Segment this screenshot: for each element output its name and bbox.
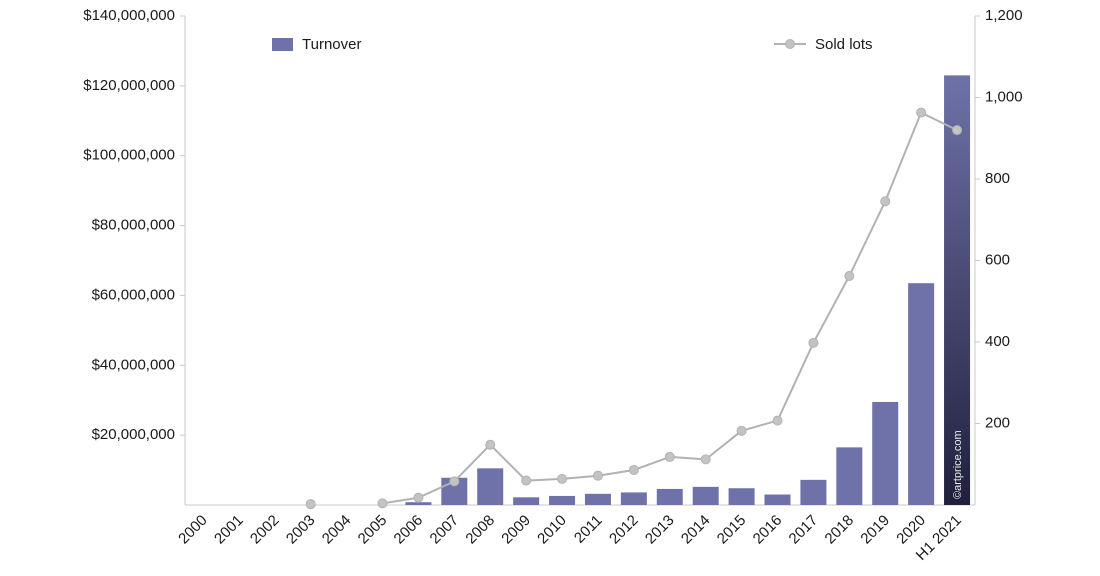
x-axis-category-label: 2017: [786, 512, 822, 548]
legend-item-sold-lots: Sold lots: [774, 35, 873, 53]
turnover-bar: [656, 488, 683, 505]
sold-lots-marker: [628, 464, 639, 475]
x-axis-category-label: 2007: [427, 512, 463, 548]
x-axis-category-label: 2001: [211, 512, 247, 548]
sold-lots-marker: [557, 473, 568, 484]
sold-lots-marker: [592, 470, 603, 481]
sold-lots-marker: [736, 425, 747, 436]
turnover-bar: [513, 497, 540, 505]
x-axis-category-label: 2014: [678, 512, 714, 548]
sold-lots-marker: [844, 270, 855, 281]
legend-item-turnover: Turnover: [272, 35, 361, 53]
turnover-bar: [944, 75, 971, 505]
sold-lots-line: [382, 111, 958, 505]
turnover-bar: [692, 486, 719, 505]
x-axis-category-label: 2018: [822, 512, 858, 548]
right-axis-tick-label: 1,000: [985, 88, 1023, 105]
sold-lots-marker: [664, 451, 675, 462]
sold-lots-marker: [449, 476, 460, 487]
right-axis-tick-label: 400: [985, 333, 1010, 350]
x-axis-category-label: 2004: [319, 512, 355, 548]
turnover-bar: [728, 488, 755, 505]
sold-lots-marker: [916, 107, 927, 118]
sold-lots-marker: [700, 454, 711, 465]
sold-lots-marker: [880, 196, 891, 207]
left-axis-tick-label: $100,000,000: [83, 147, 175, 164]
x-axis-category-label: 2009: [498, 512, 534, 548]
x-axis-category-label: 2010: [534, 512, 570, 548]
sold-lots-marker: [772, 415, 783, 426]
sold-lots-marker: [808, 337, 819, 348]
sold-lots-marker: [377, 498, 388, 509]
right-axis-tick-label: 1,200: [985, 7, 1023, 24]
sold-lots-marker: [413, 492, 424, 503]
turnover-bar: [872, 401, 899, 505]
turnover-bar: [620, 492, 647, 505]
left-axis-tick-label: $120,000,000: [83, 77, 175, 94]
x-axis-category-label: 2000: [175, 512, 211, 548]
left-axis-tick-label: $20,000,000: [92, 426, 175, 443]
x-axis-category-label: 2012: [606, 512, 642, 548]
turnover-bar: [477, 468, 504, 505]
turnover-bar: [908, 283, 935, 505]
left-axis-tick-label: $80,000,000: [92, 217, 175, 234]
x-axis-category-label: 2005: [355, 512, 391, 548]
turnover-swatch-icon: [272, 37, 293, 51]
right-axis-tick-label: 600: [985, 251, 1010, 268]
sold-lots-marker: [305, 499, 316, 510]
x-axis-category-label: 2003: [283, 512, 319, 548]
sold-lots-line-dot-icon: [774, 38, 806, 51]
right-axis-tick-label: 200: [985, 414, 1010, 431]
turnover-bar: [584, 493, 611, 505]
sold-lots-marker: [521, 475, 532, 486]
legend-label-sold-lots: Sold lots: [815, 35, 873, 53]
x-axis-category-label: 2002: [247, 512, 283, 548]
left-axis-tick-label: $40,000,000: [92, 356, 175, 373]
x-axis-category-label: 2006: [391, 512, 427, 548]
sold-lots-marker: [952, 125, 963, 136]
left-axis-tick-label: $140,000,000: [83, 7, 175, 24]
turnover-bar: [549, 495, 576, 505]
artprice-watermark: ©artprice.com: [952, 430, 964, 499]
left-axis-tick-label: $60,000,000: [92, 286, 175, 303]
x-axis-category-label: 2019: [857, 512, 893, 548]
x-axis-category-label: 2015: [714, 512, 750, 548]
x-axis-category-label: 2013: [642, 512, 678, 548]
right-axis-tick-label: 800: [985, 170, 1010, 187]
legend-label-turnover: Turnover: [302, 35, 362, 53]
x-axis-category-label: 2016: [750, 512, 786, 548]
turnover-bar: [836, 447, 863, 505]
x-axis-category-label: 2011: [571, 512, 606, 547]
x-axis-category-label: 2008: [462, 512, 498, 548]
turnover-bar: [405, 502, 432, 505]
sold-lots-marker: [485, 439, 496, 450]
turnover-bar: [800, 479, 827, 505]
turnover-bar: [764, 494, 791, 505]
